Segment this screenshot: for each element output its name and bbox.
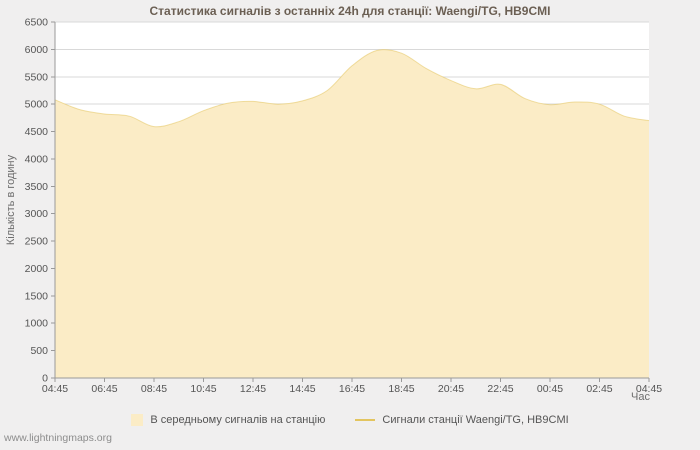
legend-item-station: Сигнали станції Waengi/TG, HB9CMI xyxy=(355,414,569,426)
svg-text:3000: 3000 xyxy=(25,208,49,220)
chart-title: Статистика сигналів з останніх 24h для с… xyxy=(149,4,551,18)
legend-label-average: В середньому сигналів на станцію xyxy=(150,414,326,426)
svg-text:04:45: 04:45 xyxy=(42,383,68,395)
svg-text:3500: 3500 xyxy=(25,181,49,193)
watermark-text: www.lightningmaps.org xyxy=(4,432,112,444)
svg-text:6500: 6500 xyxy=(25,17,49,29)
svg-text:00:45: 00:45 xyxy=(537,383,563,395)
svg-text:08:45: 08:45 xyxy=(141,383,167,395)
svg-text:22:45: 22:45 xyxy=(487,383,513,395)
svg-text:5000: 5000 xyxy=(25,99,49,111)
legend-item-average: В середньому сигналів на станцію xyxy=(131,414,325,426)
svg-text:16:45: 16:45 xyxy=(339,383,365,395)
x-axis-label: Час xyxy=(631,391,650,403)
area-swatch-icon xyxy=(131,414,144,426)
svg-text:1500: 1500 xyxy=(25,290,49,302)
svg-text:2500: 2500 xyxy=(25,236,49,248)
svg-text:1000: 1000 xyxy=(25,318,49,330)
svg-text:4500: 4500 xyxy=(25,126,49,138)
legend-label-station: Сигнали станції Waengi/TG, HB9CMI xyxy=(382,414,569,426)
svg-text:12:45: 12:45 xyxy=(240,383,266,395)
svg-text:6000: 6000 xyxy=(25,44,49,56)
svg-text:20:45: 20:45 xyxy=(438,383,464,395)
svg-text:500: 500 xyxy=(30,345,48,357)
average-signals-area xyxy=(55,49,649,379)
station-signals-line xyxy=(54,49,650,128)
svg-text:4000: 4000 xyxy=(25,153,49,165)
svg-text:18:45: 18:45 xyxy=(388,383,414,395)
svg-text:5500: 5500 xyxy=(25,71,49,83)
svg-text:0: 0 xyxy=(42,373,48,385)
line-swatch-icon xyxy=(355,419,376,421)
svg-text:10:45: 10:45 xyxy=(190,383,216,395)
y-axis-label: Кількість в годину xyxy=(5,154,17,246)
svg-text:02:45: 02:45 xyxy=(586,383,612,395)
y-axis: 0 500 1000 1500 2000 2500 3000 3500 4000 4500 5000… xyxy=(25,17,56,385)
chart-legend: В середньому сигналів на станцію Сигнали… xyxy=(0,414,700,426)
svg-text:2000: 2000 xyxy=(25,263,49,275)
x-axis: 04:45 06:45 08:45 10:45 12:45 14:45 16:45 18:45… xyxy=(42,377,662,395)
svg-text:04:45: 04:45 xyxy=(636,383,662,395)
svg-text:06:45: 06:45 xyxy=(91,383,117,395)
svg-text:14:45: 14:45 xyxy=(289,383,315,395)
